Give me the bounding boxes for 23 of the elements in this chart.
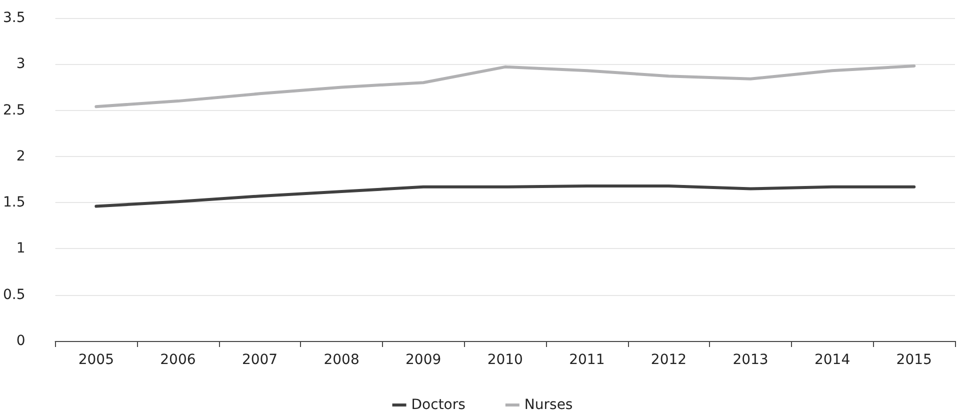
x-tick-label: 2007 [242,352,278,368]
x-tick-label: 2009 [406,352,442,368]
y-tick-label: 2.5 [3,102,26,118]
line-series [94,184,916,208]
line-series [94,64,916,108]
y-tick-label: 0.5 [3,286,26,303]
y-tick-label: 0 [16,333,26,349]
y-tick-label: 1.5 [3,194,26,211]
y-tick-label: 3.5 [3,10,26,26]
x-tick-label: 2012 [650,352,687,368]
x-tick-label: 2011 [569,352,605,368]
x-tick-label: 2006 [160,352,196,368]
x-tick-label: 2008 [324,352,360,368]
x-tick-label: 2010 [487,352,523,368]
y-tick-label: 1 [16,240,26,257]
y-tick-label: 2 [16,148,26,164]
x-tick-label: 2005 [78,352,114,368]
x-tick-label: 2014 [814,352,850,368]
legend-label: Doctors [411,397,466,413]
y-tick-label: 3 [16,56,26,72]
x-tick-label: 2013 [732,352,768,368]
x-tick-label: 2015 [896,352,932,368]
legend-label: Nurses [524,397,573,413]
